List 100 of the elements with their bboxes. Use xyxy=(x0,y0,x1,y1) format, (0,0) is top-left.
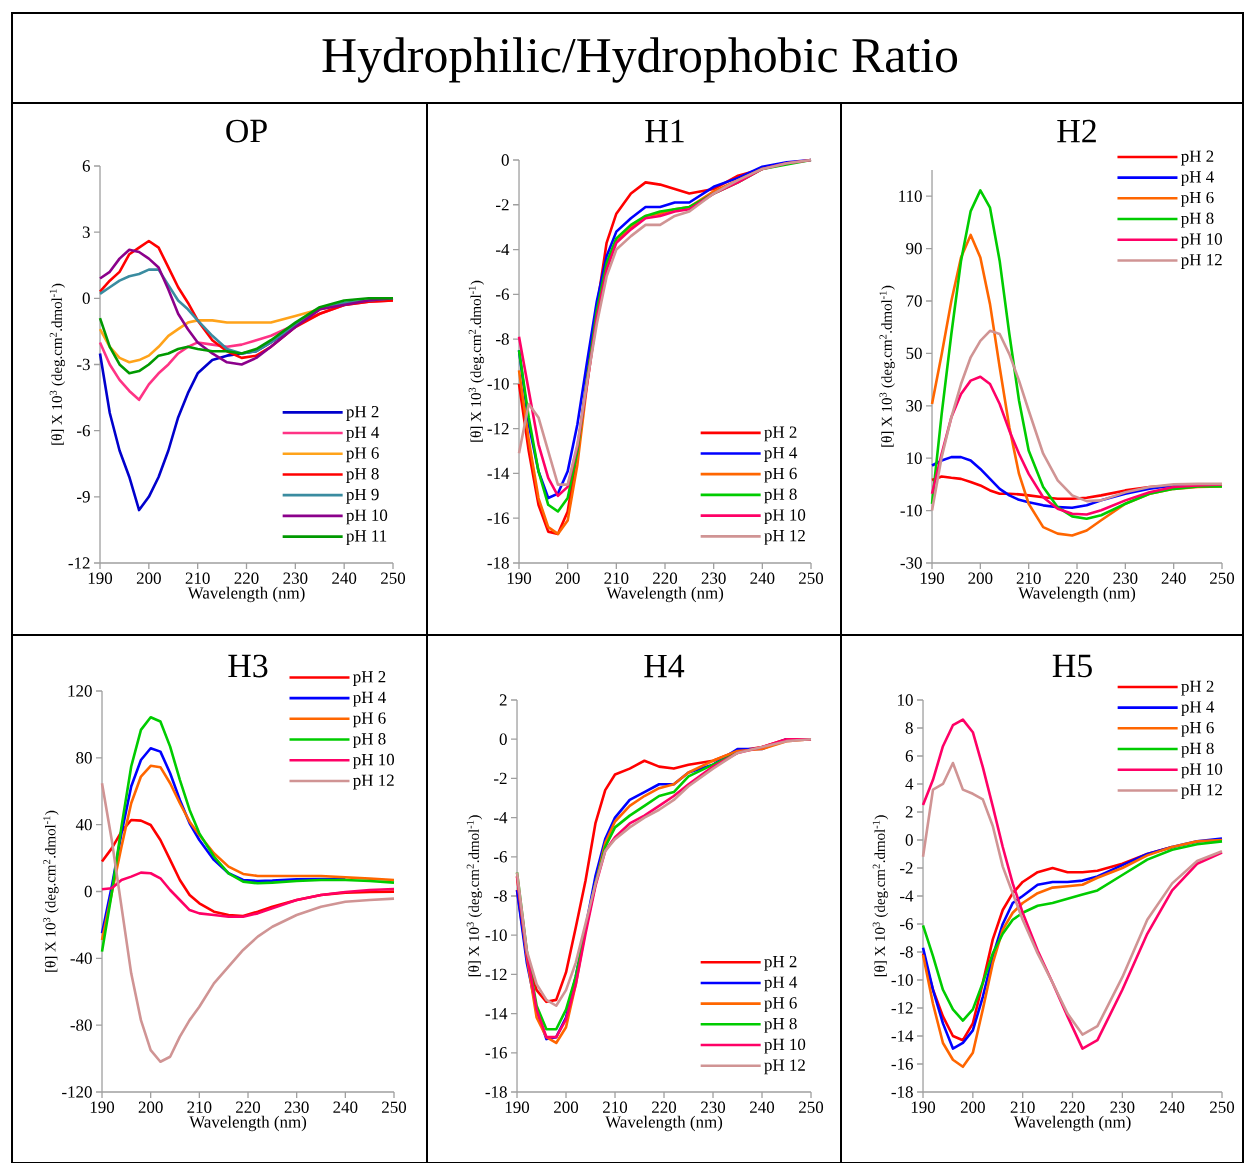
legend-label: pH 2 xyxy=(353,671,386,686)
x-tick-label: 240 xyxy=(750,572,775,584)
y-tick-label: 8 xyxy=(905,722,913,734)
legend-label: pH 8 xyxy=(1181,212,1214,228)
y-tick-label: -120 xyxy=(62,1086,92,1098)
x-axis-title: Wavelength (nm) xyxy=(606,586,724,603)
legend-label: pH 8 xyxy=(764,1017,797,1033)
x-tick-label: 230 xyxy=(283,572,308,584)
y-tick-label: -14 xyxy=(891,1030,914,1042)
legend-label: pH 8 xyxy=(353,733,386,748)
y-tick-label: -6 xyxy=(496,288,509,301)
x-tick-label: 230 xyxy=(1110,1101,1135,1113)
chart-title: H5 xyxy=(1052,654,1092,678)
y-tick-label: 80 xyxy=(76,752,92,764)
y-tick-label: -8 xyxy=(900,946,913,958)
y-axis-title: [θ] X 10$^{3}$ (deg.cm$^{2}$.dmol$^{-1}$) xyxy=(43,810,59,972)
x-tick-label: 200 xyxy=(555,572,580,584)
x-tick-label: 190 xyxy=(90,1101,115,1113)
x-tick-label: 220 xyxy=(652,1101,677,1113)
x-axis-title: Wavelength (nm) xyxy=(1013,1115,1131,1132)
x-tick-label: 190 xyxy=(88,572,113,584)
y-tick-label: 6 xyxy=(905,750,913,762)
x-axis-title: Wavelength (nm) xyxy=(1018,586,1136,603)
x-tick-label: 220 xyxy=(653,572,678,584)
y-tick-label: 2 xyxy=(905,806,913,818)
legend-label: pH 9 xyxy=(346,488,379,504)
x-tick-label: 250 xyxy=(381,572,406,584)
legend-label: pH 8 xyxy=(764,488,797,504)
y-tick-label: 0 xyxy=(501,154,509,166)
y-tick-label: -8 xyxy=(494,890,507,902)
y-tick-label: 90 xyxy=(906,242,922,255)
x-tick-label: 220 xyxy=(1065,572,1090,584)
x-tick-label: 210 xyxy=(185,572,210,584)
legend-label: pH 6 xyxy=(1181,721,1214,737)
chart-title: H4 xyxy=(644,654,685,678)
x-tick-label: 250 xyxy=(799,1101,824,1113)
x-tick-label: 230 xyxy=(284,1101,309,1113)
x-tick-label: 200 xyxy=(138,1101,163,1113)
legend-label: pH 11 xyxy=(346,530,387,546)
y-tick-label: -2 xyxy=(900,862,913,874)
legend-label: pH 10 xyxy=(764,509,806,525)
x-tick-label: 190 xyxy=(507,572,532,584)
legend-label: pH 2 xyxy=(1181,150,1214,166)
y-tick-label: -16 xyxy=(891,1058,913,1070)
y-tick-label: 40 xyxy=(75,818,92,831)
x-tick-label: 200 xyxy=(554,1101,579,1113)
legend-label: pH 4 xyxy=(1181,701,1215,717)
x-tick-label: 240 xyxy=(333,1101,358,1113)
x-tick-label: 250 xyxy=(382,1101,407,1113)
y-tick-label: 10 xyxy=(898,694,913,706)
x-tick-label: 220 xyxy=(236,1101,261,1113)
x-tick-label: 230 xyxy=(701,572,726,584)
y-tick-label: -18 xyxy=(485,1086,507,1098)
x-axis-title: Wavelength (nm) xyxy=(189,1115,307,1132)
y-tick-label: -8 xyxy=(496,333,509,345)
chart-title: H2 xyxy=(1057,119,1096,143)
legend-label: pH 6 xyxy=(764,997,797,1013)
x-tick-label: 250 xyxy=(799,572,824,584)
y-tick-label: 0 xyxy=(82,292,90,305)
legend-label: pH 10 xyxy=(1181,233,1222,249)
x-tick-label: 190 xyxy=(911,1101,936,1113)
y-axis-title: [θ] X 10$^{3}$ (deg.cm$^{2}$.dmol$^{-1}$) xyxy=(49,283,66,445)
x-tick-label: 250 xyxy=(1210,1101,1235,1113)
y-tick-label: -12 xyxy=(68,557,90,569)
legend-label: pH 4 xyxy=(346,426,380,442)
y-tick-label: -14 xyxy=(485,1007,508,1020)
y-tick-label: 120 xyxy=(68,685,92,697)
chart-title: H1 xyxy=(645,119,684,143)
x-axis-title: Wavelength (nm) xyxy=(187,586,305,603)
y-tick-label: 70 xyxy=(906,295,922,307)
legend-label: pH 12 xyxy=(1181,254,1222,269)
y-tick-label: -10 xyxy=(891,974,913,986)
y-tick-label: -14 xyxy=(487,467,510,480)
legend-label: pH 4 xyxy=(353,691,386,707)
x-axis-title: Wavelength (nm) xyxy=(605,1115,723,1132)
y-tick-label: 6 xyxy=(82,160,90,172)
y-tick-label: -16 xyxy=(487,512,509,524)
x-tick-label: 230 xyxy=(701,1101,726,1113)
legend-label: pH 2 xyxy=(346,406,379,421)
y-tick-label: -80 xyxy=(70,1019,92,1031)
y-tick-label: 110 xyxy=(899,190,922,202)
x-tick-label: 240 xyxy=(1160,1101,1185,1113)
legend-label: pH 8 xyxy=(1181,742,1214,758)
y-tick-label: -10 xyxy=(900,504,922,517)
y-tick-label: -10 xyxy=(487,378,509,390)
legend-label: pH 2 xyxy=(764,426,797,442)
legend-label: pH 10 xyxy=(764,1038,806,1054)
y-axis-title: [θ] X 10$^{3}$ (deg.cm$^{2}$.dmol$^{-1}$) xyxy=(468,280,485,442)
x-tick-label: 200 xyxy=(136,572,161,584)
y-tick-label: -18 xyxy=(891,1086,913,1098)
legend-label: pH 8 xyxy=(346,468,379,483)
legend-label: pH 12 xyxy=(764,529,805,545)
y-tick-label: -10 xyxy=(485,929,507,941)
chart-title: OP xyxy=(226,119,267,143)
y-tick-label: -2 xyxy=(494,772,507,784)
y-tick-label: 0 xyxy=(84,885,92,898)
y-tick-label: -12 xyxy=(891,1002,913,1014)
legend-label: pH 6 xyxy=(1181,191,1214,207)
legend-label: pH 4 xyxy=(764,976,798,992)
y-tick-label: -30 xyxy=(900,557,922,569)
